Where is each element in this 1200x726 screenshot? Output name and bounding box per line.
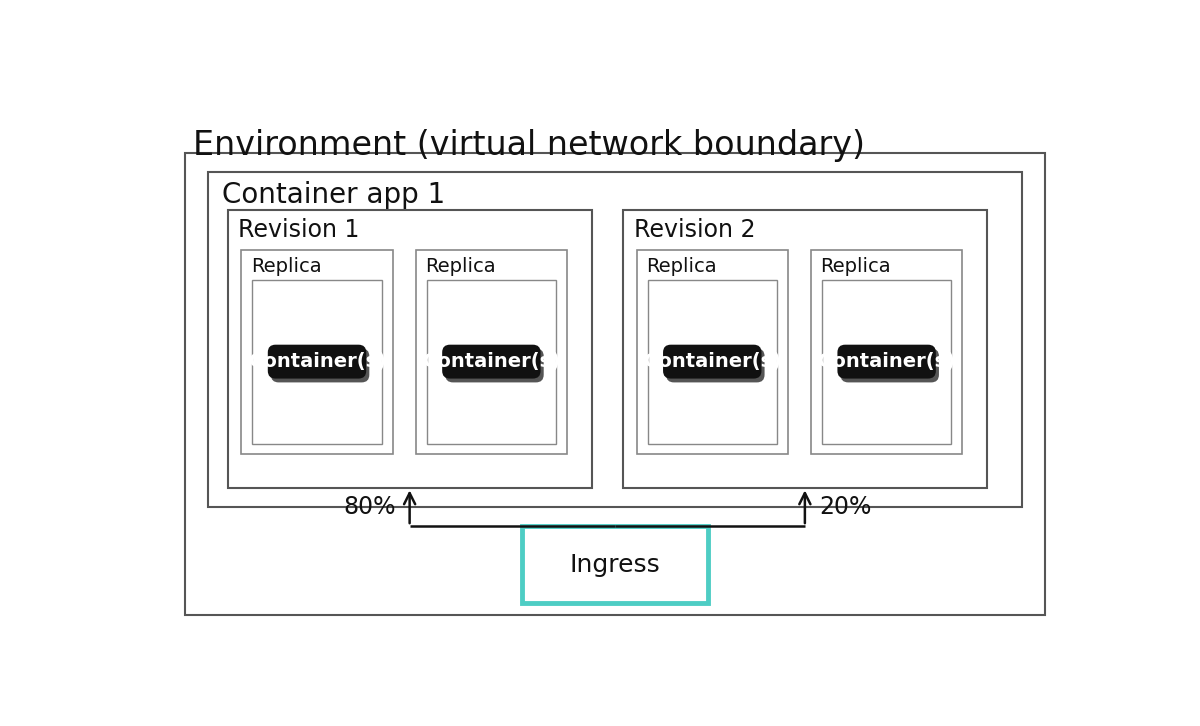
Bar bbox=[648, 280, 776, 444]
FancyBboxPatch shape bbox=[838, 345, 936, 378]
Bar bbox=[252, 280, 382, 444]
Text: Environment (virtual network boundary): Environment (virtual network boundary) bbox=[193, 129, 865, 163]
Text: Revision 1: Revision 1 bbox=[239, 218, 360, 242]
Text: Replica: Replica bbox=[821, 256, 890, 276]
Bar bbox=[522, 526, 708, 603]
Bar bbox=[637, 250, 788, 454]
FancyBboxPatch shape bbox=[271, 348, 370, 383]
Bar bbox=[822, 280, 952, 444]
Text: Container app 1: Container app 1 bbox=[222, 181, 445, 209]
Text: Replica: Replica bbox=[646, 256, 716, 276]
Bar bbox=[416, 250, 566, 454]
Bar bbox=[185, 152, 1045, 615]
Text: Replica: Replica bbox=[251, 256, 322, 276]
Text: 20%: 20% bbox=[818, 495, 871, 519]
Text: Container(s): Container(s) bbox=[818, 352, 955, 371]
FancyBboxPatch shape bbox=[840, 348, 938, 383]
Text: Container(s): Container(s) bbox=[422, 352, 560, 371]
FancyBboxPatch shape bbox=[268, 345, 366, 378]
Text: Replica: Replica bbox=[425, 256, 496, 276]
FancyBboxPatch shape bbox=[442, 345, 541, 378]
Text: Revision 2: Revision 2 bbox=[634, 218, 755, 242]
Bar bbox=[228, 211, 592, 488]
Text: Container(s): Container(s) bbox=[643, 352, 781, 371]
Bar bbox=[208, 172, 1022, 507]
Text: Ingress: Ingress bbox=[570, 552, 660, 576]
FancyBboxPatch shape bbox=[666, 348, 764, 383]
FancyBboxPatch shape bbox=[445, 348, 544, 383]
Bar bbox=[427, 280, 556, 444]
Bar bbox=[811, 250, 962, 454]
Text: Container(s): Container(s) bbox=[248, 352, 385, 371]
Bar bbox=[623, 211, 986, 488]
Text: 80%: 80% bbox=[343, 495, 396, 519]
Bar bbox=[241, 250, 392, 454]
FancyBboxPatch shape bbox=[664, 345, 762, 378]
